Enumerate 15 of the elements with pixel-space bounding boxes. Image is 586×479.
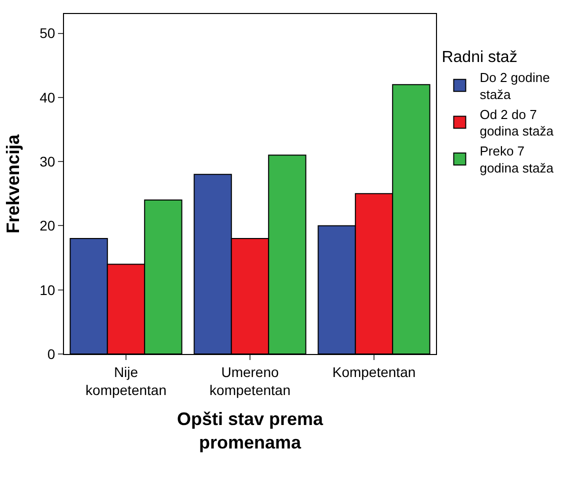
y-tick-label: 10 [40,282,56,298]
x-tick-label: Nije kompetentan [86,364,166,398]
x-tick-label: Umereno kompetentan [210,364,290,398]
x-tick-label: Kompetentan [332,364,416,380]
y-tick-label: 20 [40,218,56,234]
y-axis-title: Frekvencija [2,133,23,234]
y-tick-label: 30 [40,153,56,170]
y-tick-label: 50 [40,25,56,42]
y-tick-label: 40 [40,89,56,106]
legend-label: Do 2 godine staža [480,70,550,102]
legend-title: Radni staž [442,49,518,66]
legend-label: Od 2 do 7 godina staža [480,106,554,139]
x-axis-title: Opšti stav prema promenama [176,409,324,452]
y-tick-label: 0 [47,346,56,362]
legend-label: Preko 7 godina staža [480,144,554,176]
